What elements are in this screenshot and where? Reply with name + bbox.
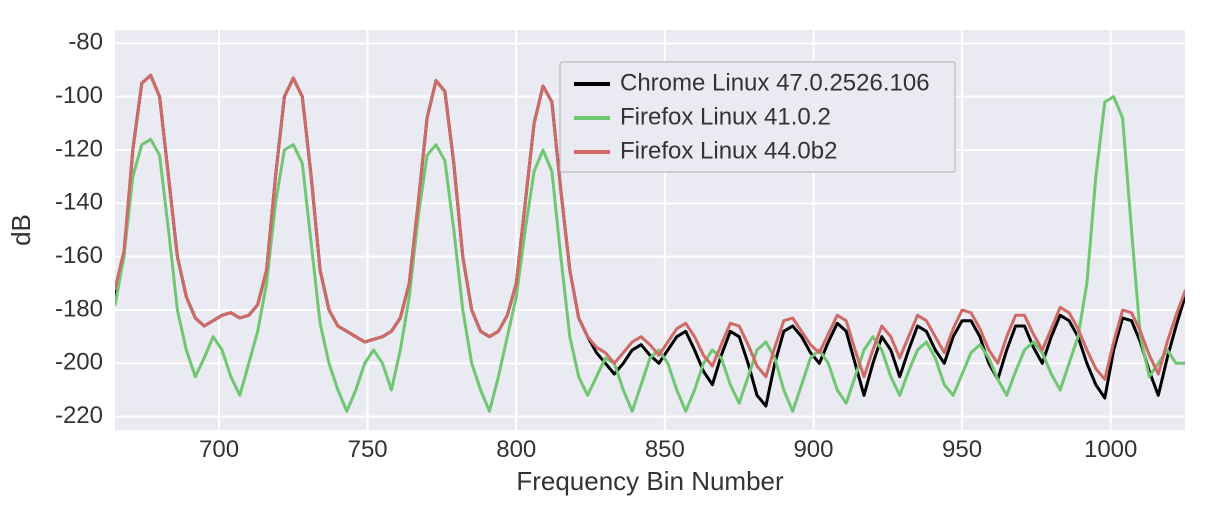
x-tick-label: 900 <box>793 436 833 463</box>
x-tick-label: 850 <box>645 436 685 463</box>
x-axis-label: Frequency Bin Number <box>516 466 784 496</box>
y-tick-label: -220 <box>55 402 103 429</box>
chart-svg: -80 -100 -120 -140 -160 -180 -200 -220 700 750 800… <box>0 0 1212 518</box>
y-tick-label: -100 <box>55 82 103 109</box>
legend-label-1: Firefox Linux 41.0.2 <box>620 103 831 130</box>
legend-label-0: Chrome Linux 47.0.2526.106 <box>620 69 930 96</box>
x-tick-label: 750 <box>348 436 388 463</box>
y-tick-label: -80 <box>68 29 103 56</box>
x-tick-label: 1000 <box>1084 436 1137 463</box>
y-tick-label: -200 <box>55 349 103 376</box>
spectrum-chart: -80 -100 -120 -140 -160 -180 -200 -220 700 750 800… <box>0 0 1212 518</box>
y-tick-label: -120 <box>55 135 103 162</box>
y-tick-label: -140 <box>55 189 103 216</box>
legend: Chrome Linux 47.0.2526.106 Firefox Linux … <box>560 62 955 172</box>
x-tick-label: 800 <box>496 436 536 463</box>
x-tick-label: 950 <box>942 436 982 463</box>
legend-label-2: Firefox Linux 44.0b2 <box>620 137 837 164</box>
y-axis-label: dB <box>6 214 36 246</box>
y-tick-label: -160 <box>55 242 103 269</box>
y-tick-label: -180 <box>55 295 103 322</box>
x-tick-label: 700 <box>199 436 239 463</box>
